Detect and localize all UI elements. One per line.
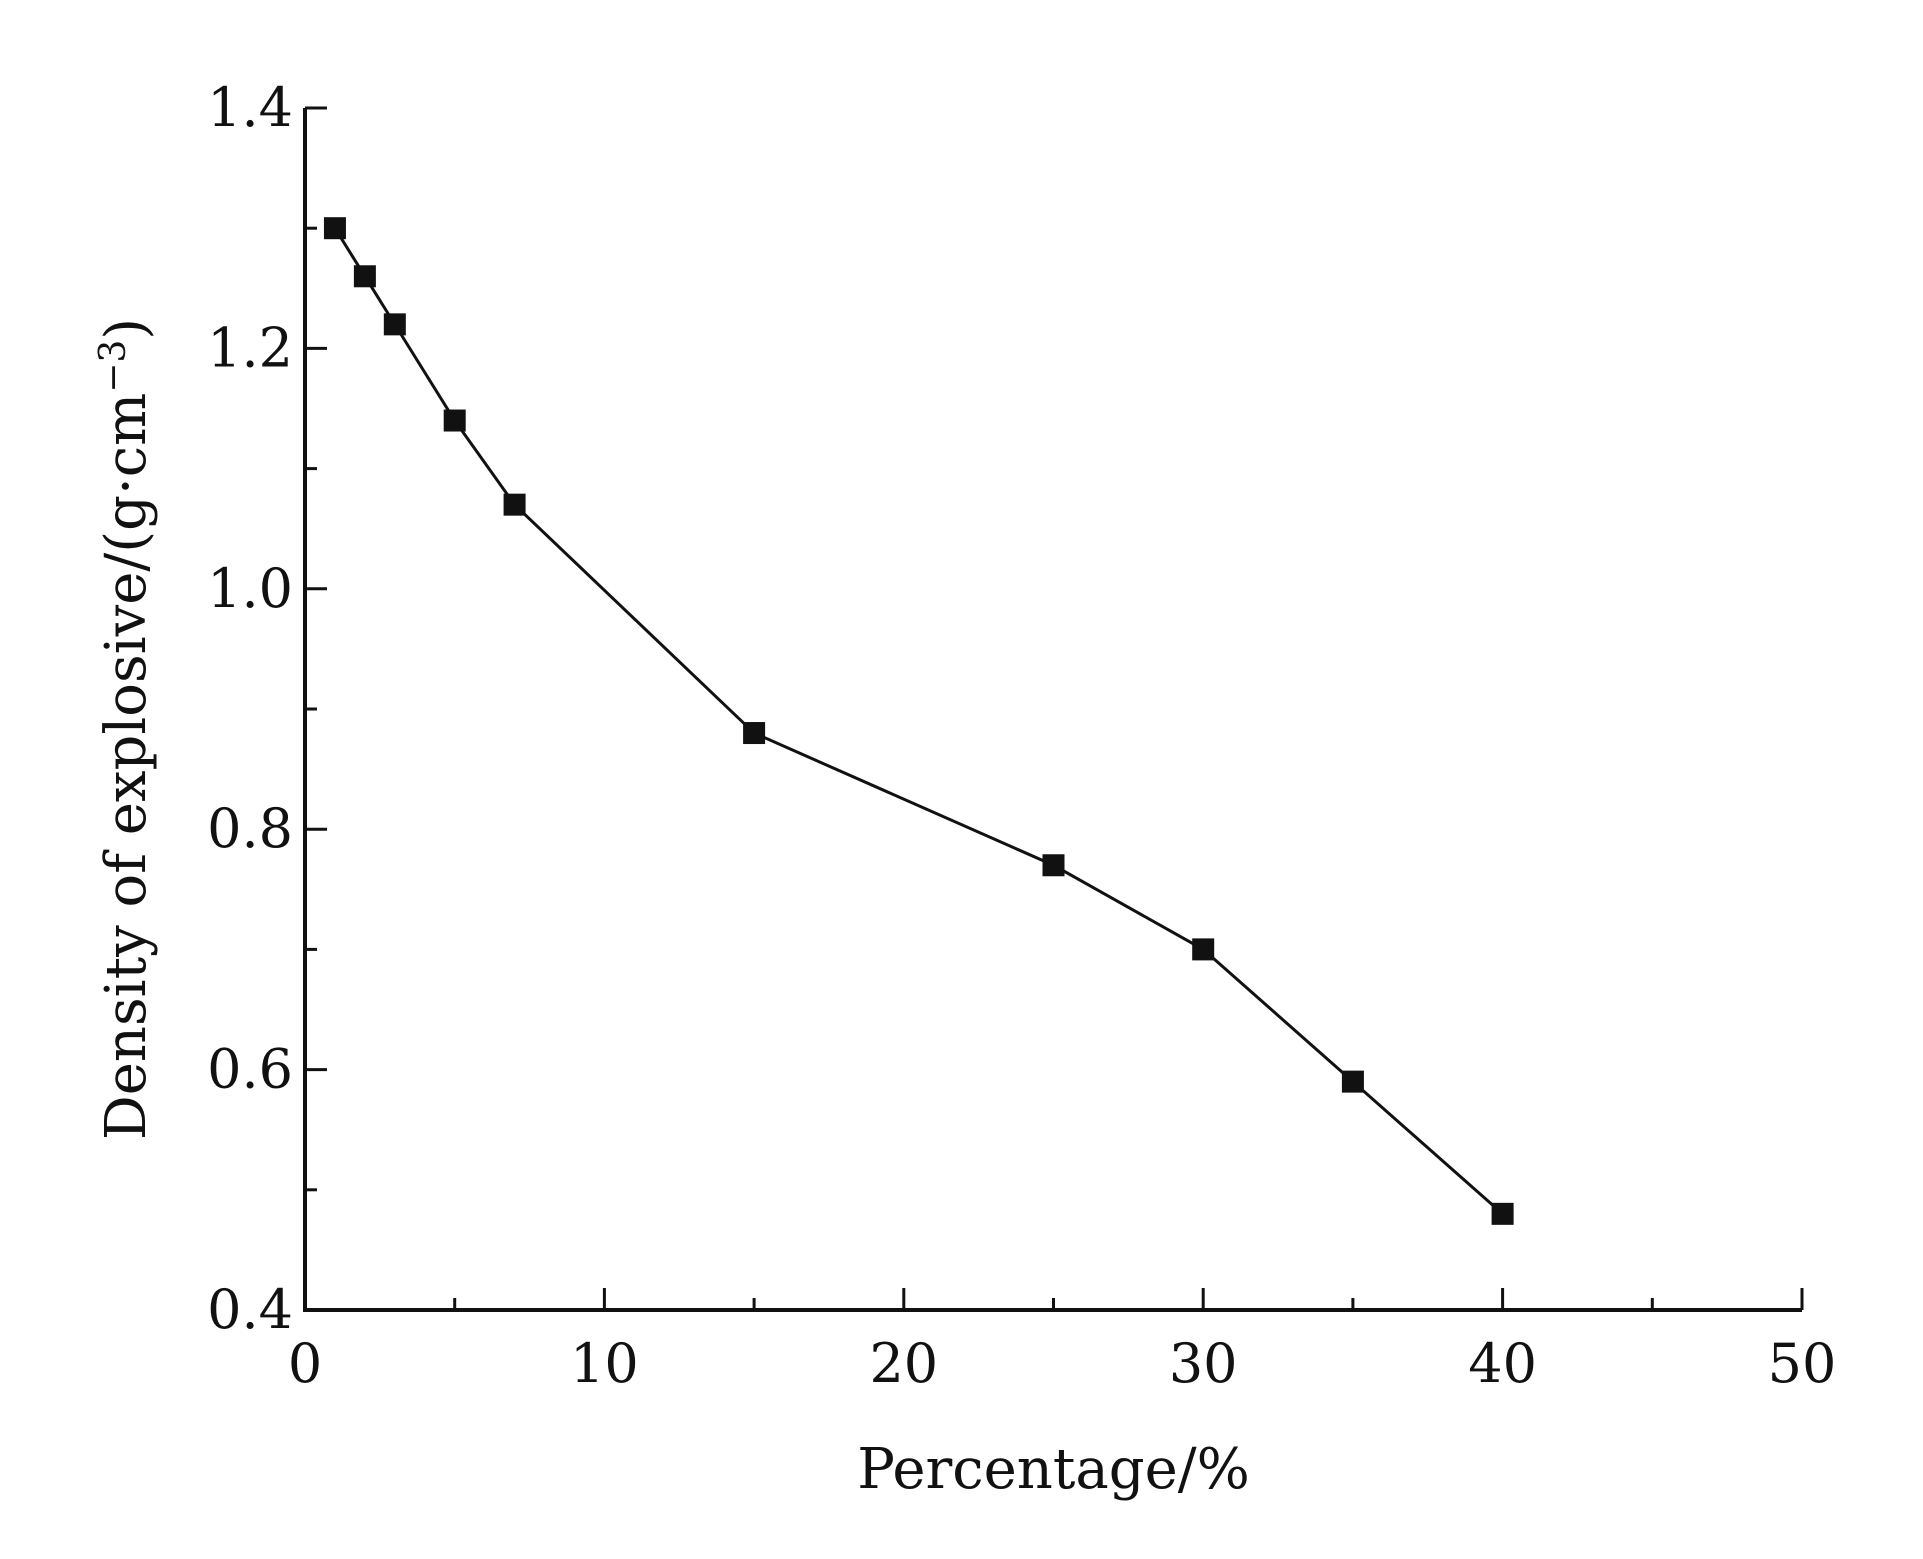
series-line (333, 227, 1504, 1215)
y-axis-label-close: ) (94, 318, 159, 340)
y-tick-label: 0.4 (207, 1278, 293, 1341)
y-axis-label-superscript: −3 (93, 340, 134, 393)
x-axis-label: Percentage/% (857, 1437, 1250, 1502)
x-tick-label: 20 (869, 1332, 938, 1395)
data-point-marker (1341, 1070, 1364, 1093)
y-tick-label: 0.8 (207, 797, 293, 860)
data-point-marker (503, 493, 526, 516)
y-tick-label: 1.0 (207, 557, 293, 620)
y-tick-label: 0.6 (207, 1038, 293, 1101)
data-point-marker (383, 313, 406, 336)
data-point-marker (323, 217, 346, 240)
data-point-marker (443, 409, 466, 432)
data-point-marker (1042, 854, 1065, 877)
x-tick-label: 40 (1468, 1332, 1537, 1395)
data-point-marker (1491, 1202, 1514, 1225)
y-tick-label: 1.4 (207, 76, 293, 139)
data-series (323, 217, 1514, 1225)
x-tick-label: 30 (1169, 1332, 1238, 1395)
data-point-marker (743, 722, 766, 745)
x-tick-label: 0 (288, 1332, 322, 1395)
y-tick-label: 1.2 (207, 316, 293, 379)
y-axis-label: Density of explosive/(g·cm−3) (93, 318, 160, 1140)
data-point-marker (353, 265, 376, 288)
x-tick-label: 50 (1768, 1332, 1837, 1395)
axes (303, 108, 1802, 1312)
data-point-marker (1192, 938, 1215, 961)
x-tick-label: 10 (570, 1332, 639, 1395)
y-axis-label-base: Density of explosive/(g·cm (94, 393, 159, 1140)
axis-ticks: 0 10 20 30 40 50 0.4 0.6 0.8 1.0 1.2 1.4 (207, 76, 1836, 1395)
